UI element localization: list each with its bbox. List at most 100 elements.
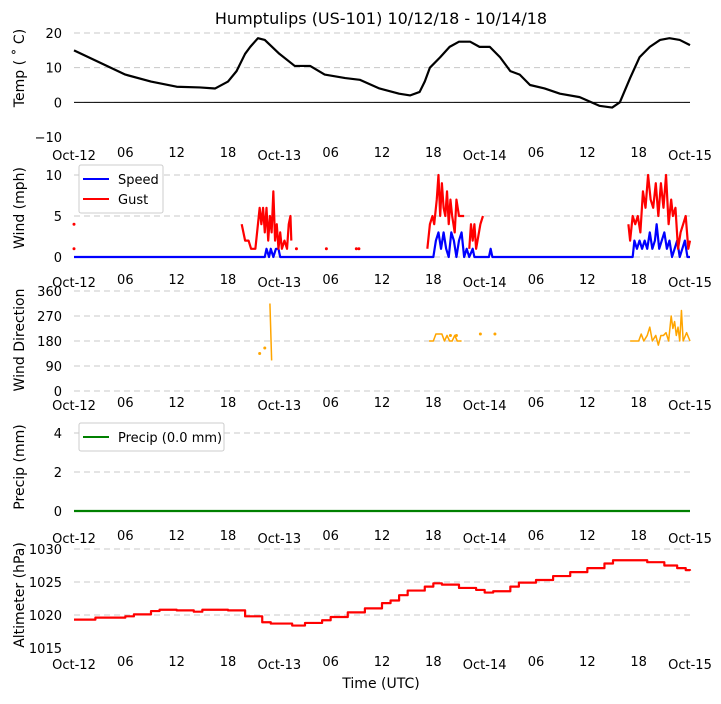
y-tick-label: 1030 — [29, 543, 62, 558]
y-tick-label: 20 — [45, 27, 62, 42]
x-tick-label: Oct-15 — [668, 149, 712, 164]
x-tick-label: Oct-13 — [257, 399, 301, 414]
x-tick-label: Oct-12 — [52, 399, 96, 414]
x-tick-label: 12 — [168, 146, 185, 161]
y-tick-label: 0 — [54, 251, 62, 266]
x-tick-label: 12 — [374, 146, 391, 161]
y-tick-label: 360 — [37, 285, 62, 300]
x-tick-label: 18 — [630, 273, 647, 288]
series-line-speed — [74, 223, 690, 259]
chart-title: Humptulips (US-101) 10/12/18 - 10/14/18 — [215, 9, 547, 28]
x-tick-label: 12 — [374, 529, 391, 544]
x-tick-label: 12 — [168, 529, 185, 544]
x-tick-label: Oct-13 — [257, 658, 301, 673]
series-line-direction — [269, 303, 273, 361]
y-tick-label: 180 — [37, 335, 62, 350]
x-tick-label: Oct-14 — [463, 532, 507, 547]
x-tick-label: Oct-12 — [52, 658, 96, 673]
series-line-temp — [73, 37, 691, 109]
x-tick-label: 12 — [579, 273, 596, 288]
y-tick-label: 10 — [45, 62, 62, 77]
panel-precip: 0 2 4 Oct-12 06 12 18 Oct-13 06 12 18 Oct-14 06 12 18 O… — [12, 422, 712, 547]
series-line-gust — [627, 173, 692, 250]
x-tick-label: 06 — [322, 396, 339, 411]
x-tick-label: Oct-13 — [257, 149, 301, 164]
panel-wind: 0 5 10 Oct-12 06 12 18 Oct-13 06 12 18 Oct-14 06 12 18… — [12, 164, 712, 291]
x-tick-label: Oct-14 — [463, 276, 507, 291]
data-point — [354, 247, 358, 251]
x-tick-label: 12 — [374, 273, 391, 288]
x-tick-label: Oct-15 — [668, 532, 712, 547]
panel-alt: 1015 1020 1025 1030 Oct-12 06 12 18 Oct-13 06 12 18… — [12, 542, 712, 673]
x-tick-label: 12 — [168, 655, 185, 670]
x-tick-label: 18 — [630, 655, 647, 670]
x-tick-label: 12 — [579, 655, 596, 670]
x-tick-label: 06 — [117, 146, 134, 161]
x-tick-label: 18 — [425, 655, 442, 670]
y-tick-label: −10 — [35, 131, 62, 146]
x-tick-label: Oct-14 — [463, 399, 507, 414]
x-tick-label: 18 — [425, 273, 442, 288]
x-tick-label: 06 — [528, 396, 545, 411]
x-tick-label: 06 — [117, 396, 134, 411]
data-point — [324, 247, 328, 251]
y-axis-label: Altimeter (hPa) — [12, 542, 28, 648]
series-line-gust — [240, 190, 293, 250]
x-tick-label: 18 — [220, 396, 237, 411]
x-tick-label: Oct-14 — [463, 658, 507, 673]
x-tick-label: 18 — [220, 529, 237, 544]
x-tick-label: 06 — [322, 273, 339, 288]
x-tick-label: Oct-14 — [463, 149, 507, 164]
x-tick-label: Oct-13 — [257, 532, 301, 547]
y-tick-label: 90 — [45, 360, 62, 375]
x-tick-label: 12 — [579, 529, 596, 544]
x-tick-label: 06 — [528, 273, 545, 288]
y-tick-label: 4 — [54, 427, 62, 442]
y-tick-label: 5 — [54, 210, 62, 225]
x-tick-label: 12 — [168, 273, 185, 288]
x-tick-label: 18 — [630, 529, 647, 544]
data-point — [357, 247, 361, 251]
x-tick-label: Oct-15 — [668, 276, 712, 291]
data-point — [448, 333, 452, 337]
data-point — [478, 332, 482, 336]
y-tick-label: 0 — [54, 96, 62, 111]
x-tick-label: 06 — [322, 655, 339, 670]
x-tick-label: 12 — [374, 655, 391, 670]
data-point — [72, 247, 76, 251]
data-point — [493, 332, 497, 336]
series-line-altimeter — [74, 559, 692, 627]
x-tick-label: 18 — [425, 146, 442, 161]
series-line-gust — [468, 215, 485, 250]
y-tick-label: 2 — [54, 466, 62, 481]
data-point — [454, 333, 458, 337]
x-tick-label: 18 — [425, 396, 442, 411]
x-tick-label: Oct-15 — [668, 399, 712, 414]
x-tick-label: 12 — [374, 396, 391, 411]
x-tick-label: Oct-15 — [668, 658, 712, 673]
x-tick-label: 06 — [117, 273, 134, 288]
x-tick-label: Oct-13 — [257, 276, 301, 291]
y-axis-label: Wind (mph) — [12, 167, 28, 249]
y-tick-label: 1025 — [29, 576, 62, 591]
legend-label: Precip (0.0 mm) — [118, 431, 222, 446]
x-tick-label: 06 — [117, 655, 134, 670]
x-axis-label: Time (UTC) — [341, 676, 419, 692]
y-tick-label: 1020 — [29, 609, 62, 624]
x-tick-label: 12 — [579, 396, 596, 411]
x-tick-label: Oct-12 — [52, 532, 96, 547]
y-tick-label: 0 — [54, 385, 62, 400]
panel-temp: −10 0 10 20 Oct-12 06 12 18 Oct-13 06 12 18 Oct-14 06… — [11, 27, 712, 164]
panel-dir: 0 90 180 270 360 Oct-12 06 12 18 Oct-13 06 12 18 Oct-… — [12, 285, 712, 414]
data-point — [294, 247, 298, 251]
x-tick-label: Oct-12 — [52, 276, 96, 291]
x-tick-label: 06 — [117, 529, 134, 544]
x-tick-label: 18 — [425, 529, 442, 544]
y-tick-label: 270 — [37, 310, 62, 325]
y-tick-label: 0 — [54, 505, 62, 520]
x-tick-label: 18 — [630, 146, 647, 161]
x-tick-label: 06 — [528, 529, 545, 544]
legend-label: Speed — [118, 173, 159, 188]
legend-label: Gust — [118, 193, 148, 208]
